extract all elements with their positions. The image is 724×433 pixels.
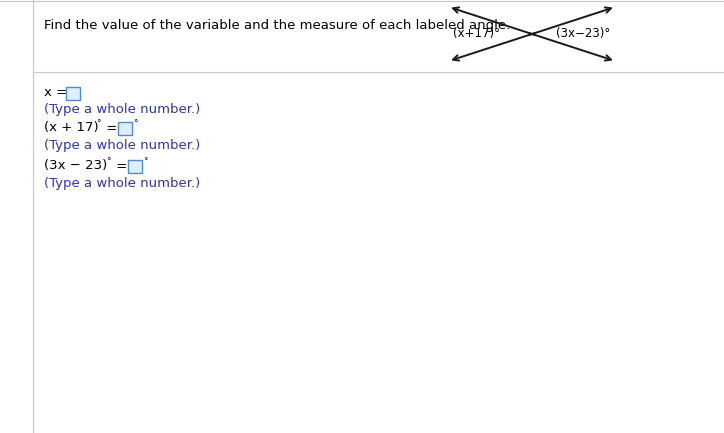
FancyBboxPatch shape <box>66 87 80 100</box>
Text: °: ° <box>133 120 138 129</box>
Text: °: ° <box>96 120 101 129</box>
Text: (x + 17): (x + 17) <box>44 122 98 135</box>
Text: (Type a whole number.): (Type a whole number.) <box>44 103 201 116</box>
Text: =: = <box>102 122 117 135</box>
Text: (3x − 23): (3x − 23) <box>44 159 107 172</box>
Text: x =: x = <box>44 87 67 100</box>
Text: °: ° <box>106 158 111 167</box>
Text: =: = <box>112 159 127 172</box>
FancyBboxPatch shape <box>128 159 142 172</box>
Text: (Type a whole number.): (Type a whole number.) <box>44 139 201 152</box>
Text: (x+17)°: (x+17)° <box>452 28 500 41</box>
Text: (Type a whole number.): (Type a whole number.) <box>44 177 201 190</box>
Text: (3x−23)°: (3x−23)° <box>555 28 610 41</box>
Text: °: ° <box>143 158 148 167</box>
FancyBboxPatch shape <box>118 122 132 135</box>
Text: Find the value of the variable and the measure of each labeled angle.: Find the value of the variable and the m… <box>44 19 510 32</box>
